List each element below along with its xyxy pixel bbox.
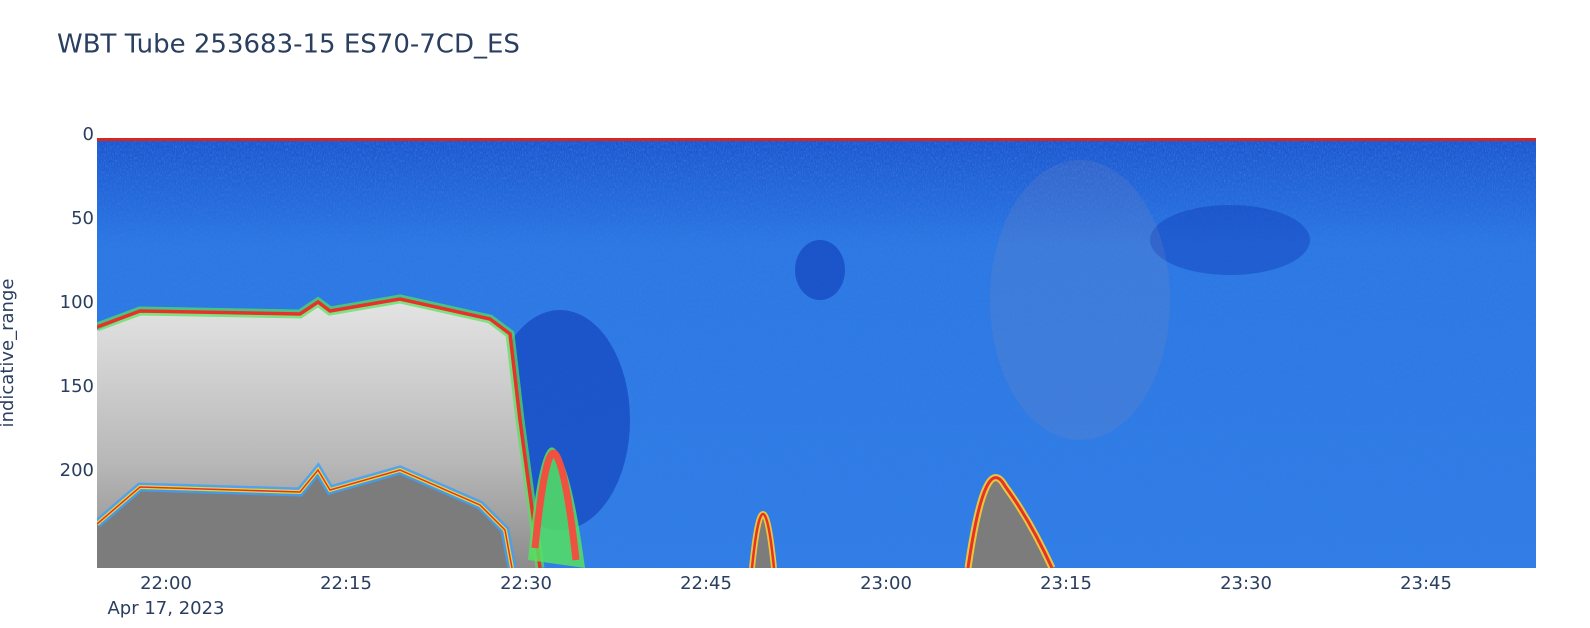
y-tick-label: 0 [83,124,94,145]
x-tick-label: 23:00 [860,573,912,594]
x-tick-label: 23:45 [1400,573,1452,594]
chart: WBT Tube 253683-15 ES70-7CD_ES indicativ… [0,0,1590,628]
speckle-patch [990,160,1170,440]
x-tick-label: 23:15 [1040,573,1092,594]
surface-speckle [97,140,1536,180]
y-axis-title: indicative_range [0,279,18,428]
y-tick-label: 100 [60,292,94,313]
surface-line [97,138,1536,141]
page: {"chart_data": { "type": "heatmap", "tit… [0,0,1590,628]
x-tick-label: 23:30 [1220,573,1272,594]
x-date-label: Apr 17, 2023 [107,598,224,619]
x-tick-label: 22:45 [680,573,732,594]
dark-patch [795,240,845,300]
dark-patch [1150,205,1310,275]
x-tick-label: 22:00 [140,573,192,594]
chart-title: WBT Tube 253683-15 ES70-7CD_ES [57,30,520,60]
y-tick-label: 200 [60,460,94,481]
y-tick-label: 50 [71,208,94,229]
x-tick-label: 22:30 [500,573,552,594]
x-tick-label: 22:15 [320,573,372,594]
echogram [97,138,1536,568]
y-tick-label: 150 [60,376,94,397]
